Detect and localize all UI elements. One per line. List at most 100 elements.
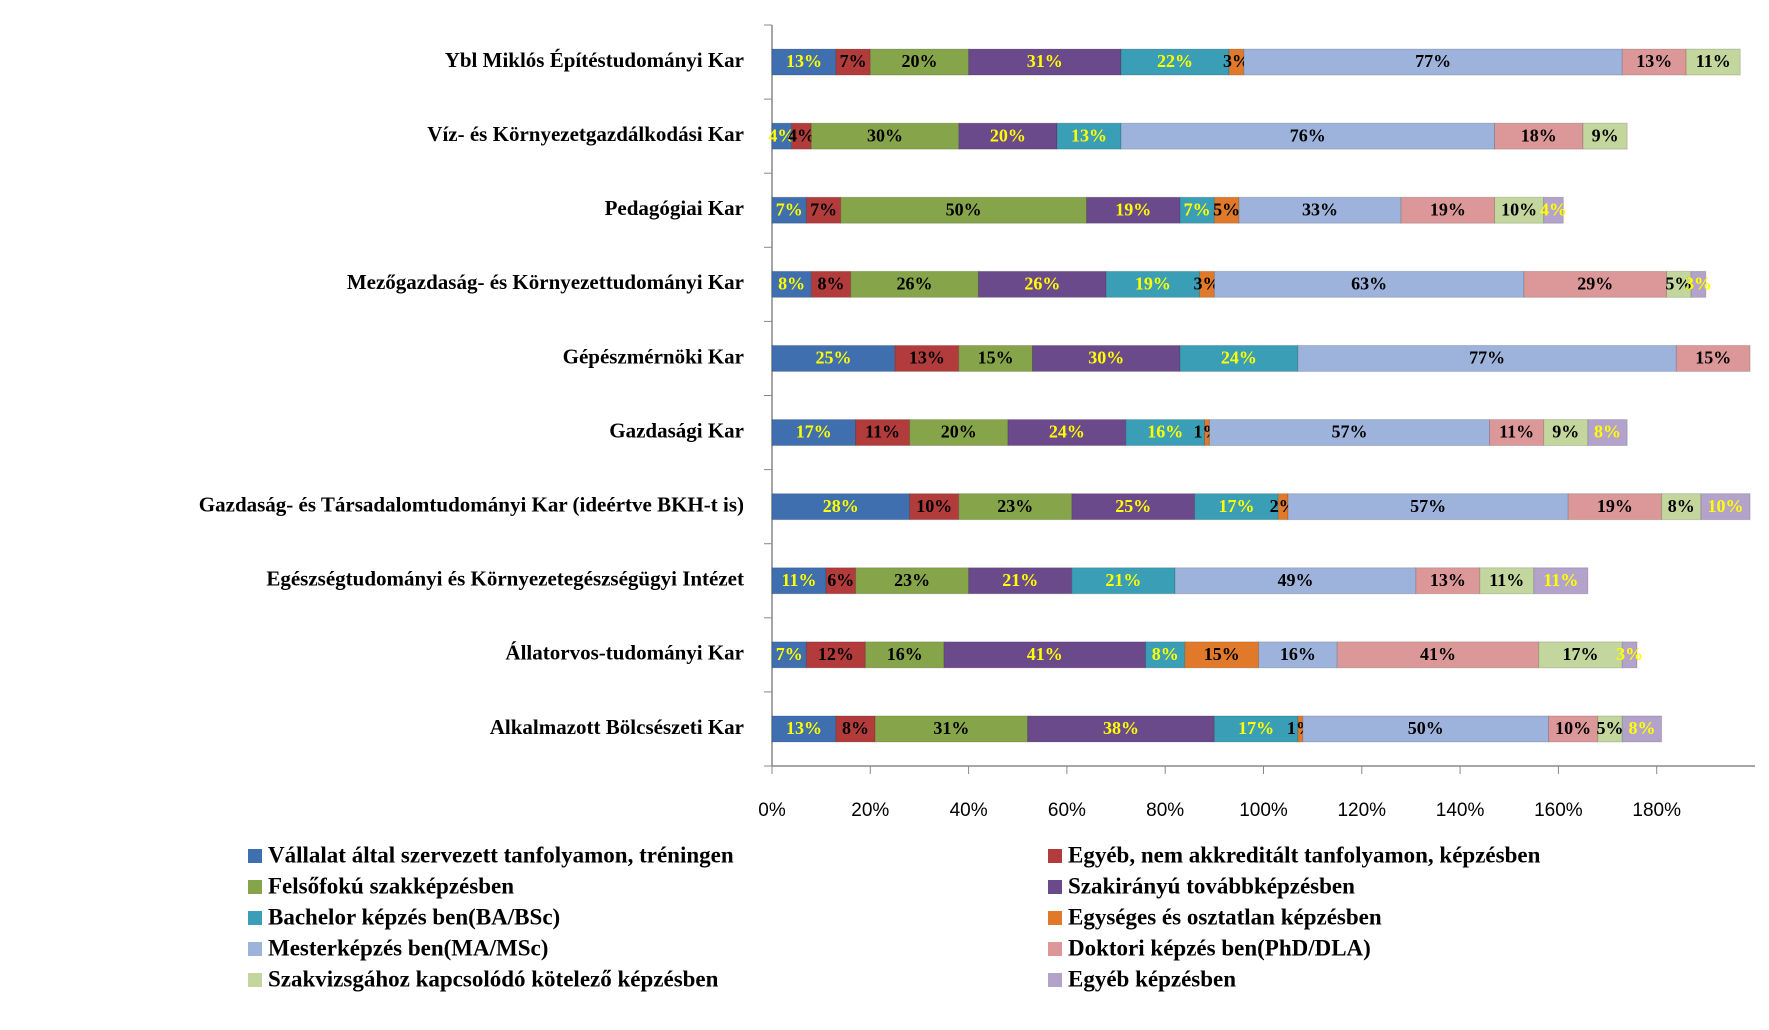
value-label: 8% — [1628, 718, 1655, 738]
value-label: 16% — [1147, 422, 1183, 442]
value-label: 50% — [1408, 718, 1444, 738]
value-label: 16% — [1280, 644, 1316, 664]
x-tick-label: 0% — [758, 800, 786, 821]
bar-segment — [1494, 196, 1545, 224]
bar-segment — [771, 419, 857, 447]
value-label: 3% — [1223, 51, 1250, 71]
bar-segment — [855, 419, 911, 447]
value-label: 15% — [1204, 644, 1240, 664]
value-label: 9% — [1592, 125, 1619, 145]
legend-label: Bachelor képzés ben(BA/BSc) — [268, 904, 560, 929]
category-label: Gazdaság- és Társadalomtudományi Kar (id… — [199, 492, 744, 516]
value-label: 31% — [933, 718, 969, 738]
bar-segment — [805, 641, 866, 669]
bar-segment — [1238, 196, 1402, 224]
value-label: 25% — [815, 348, 851, 368]
value-label: 41% — [1027, 644, 1063, 664]
bar-segment — [835, 715, 876, 743]
bar-segment — [1621, 715, 1663, 743]
value-label: 3% — [1616, 644, 1643, 664]
bar-segment — [1690, 270, 1707, 298]
value-label: 15% — [1695, 348, 1731, 368]
value-label: 4% — [1540, 199, 1567, 219]
value-label: 19% — [1135, 273, 1171, 293]
category-label: Mezőgazdaság- és Környezettudományi Kar — [347, 270, 744, 294]
value-label: 21% — [1002, 570, 1038, 590]
x-tick-label: 120% — [1337, 800, 1386, 821]
bar-segment — [1027, 715, 1215, 743]
value-label: 11% — [1696, 51, 1731, 71]
value-label: 11% — [782, 570, 817, 590]
category-label: Víz- és Környezetgazdálkodási Kar — [427, 122, 744, 146]
bar-segment — [1297, 344, 1677, 372]
bar-segment — [771, 641, 807, 669]
bar-segment — [1120, 48, 1230, 76]
value-label: 8% — [1668, 496, 1695, 516]
value-label: 57% — [1410, 496, 1446, 516]
bar-segment — [771, 567, 827, 595]
value-label: 13% — [1071, 125, 1107, 145]
value-label: 77% — [1415, 51, 1451, 71]
value-label: 41% — [1420, 644, 1456, 664]
legend-label: Egységes és osztatlan képzésben — [1068, 904, 1382, 929]
bar-segment — [1056, 122, 1122, 150]
bar-segment — [1675, 344, 1751, 372]
value-label: 13% — [909, 348, 945, 368]
bar-segment — [1661, 493, 1702, 521]
value-label: 10% — [1708, 496, 1744, 516]
legend-swatch — [1048, 911, 1062, 925]
bar-segment — [1621, 48, 1687, 76]
value-label: 8% — [778, 273, 805, 293]
legend-label: Szakvizsgához kapcsolódó kötelező képzés… — [268, 966, 719, 991]
bar-segment — [1208, 419, 1491, 447]
legend-swatch — [1048, 973, 1062, 987]
bar-segment — [958, 122, 1058, 150]
bar-segment — [1621, 641, 1638, 669]
legend-swatch — [248, 849, 262, 863]
value-label: 7% — [840, 51, 867, 71]
bar-segment — [1213, 270, 1525, 298]
bar-segment — [1174, 567, 1417, 595]
value-label: 18% — [1521, 125, 1557, 145]
legend-swatch — [248, 942, 262, 956]
bar-segment — [1700, 493, 1751, 521]
category-label: Pedagógiai Kar — [605, 196, 744, 220]
value-label: 24% — [1221, 348, 1257, 368]
bar-segment — [909, 419, 1009, 447]
category-label: Állatorvos-tudományi Kar — [505, 641, 744, 665]
bar-segment — [1494, 122, 1584, 150]
value-label: 17% — [1563, 644, 1599, 664]
bar-segment — [1587, 419, 1628, 447]
bar-segment — [1533, 567, 1589, 595]
value-label: 7% — [810, 199, 837, 219]
value-label: 11% — [1489, 570, 1524, 590]
value-label: 23% — [997, 496, 1033, 516]
bar-segment — [855, 567, 970, 595]
value-label: 20% — [990, 125, 1026, 145]
value-label: 19% — [1115, 199, 1151, 219]
value-label: 17% — [796, 422, 832, 442]
value-label: 30% — [1088, 348, 1124, 368]
value-label: 8% — [842, 718, 869, 738]
bar-segment — [1184, 641, 1260, 669]
value-label: 24% — [1049, 422, 1085, 442]
x-tick-label: 160% — [1534, 800, 1583, 821]
x-tick-label: 180% — [1632, 800, 1681, 821]
category-label: Gazdasági Kar — [609, 418, 744, 442]
bar-segment — [1213, 196, 1240, 224]
bar-segment — [1415, 567, 1481, 595]
bar-segment — [1543, 196, 1564, 224]
value-label: 33% — [1302, 199, 1338, 219]
bar-segment — [1597, 715, 1623, 743]
category-label: Alkalmazott Bölcsészeti Kar — [490, 715, 744, 739]
x-tick-label: 140% — [1436, 800, 1485, 821]
value-label: 19% — [1430, 199, 1466, 219]
bar-segment — [968, 48, 1122, 76]
bar-segment — [850, 270, 979, 298]
value-label: 13% — [1430, 570, 1466, 590]
bar-segment — [810, 270, 852, 298]
value-label: 50% — [946, 199, 982, 219]
legend-label: Szakirányú továbbképzésben — [1068, 873, 1355, 898]
bar-segment — [791, 122, 812, 150]
value-label: 25% — [1115, 496, 1151, 516]
